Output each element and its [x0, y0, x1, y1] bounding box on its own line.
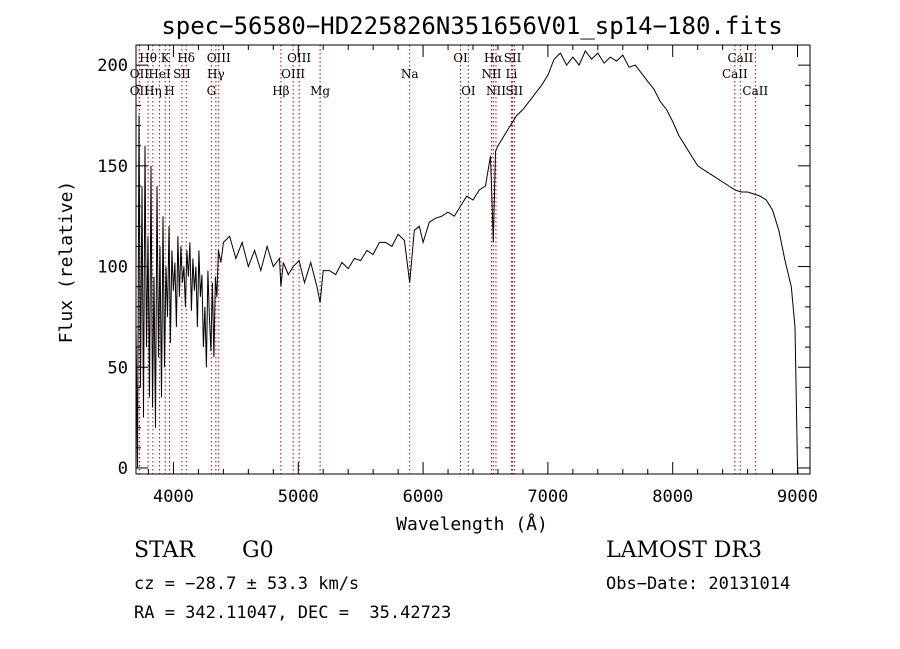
line-label: NII: [486, 84, 506, 98]
x-tick-label: 5000: [278, 487, 319, 507]
chart-title: spec−56580−HD225826N351656V01_sp14−180.f…: [161, 12, 782, 40]
line-label: Li: [506, 67, 518, 81]
line-label: Hδ: [177, 51, 195, 65]
line-label: OI: [453, 51, 468, 65]
line-label: Hη: [144, 84, 162, 98]
line-label: Hγ: [207, 67, 225, 81]
y-axis-label: Flux (relative): [56, 181, 77, 344]
x-tick-label: 6000: [403, 487, 444, 507]
y-tick-label: 50: [108, 358, 128, 378]
line-label: K: [161, 51, 171, 65]
line-label: OIII: [287, 51, 311, 65]
line-label: OIII: [207, 51, 231, 65]
y-tick-label: 150: [97, 157, 128, 177]
x-axis-label: Wavelength (Å): [396, 513, 548, 535]
line-label: CaII: [742, 84, 768, 98]
x-tick-label: 8000: [652, 487, 693, 507]
line-label: Hα: [484, 51, 503, 65]
line-label: OII: [130, 67, 150, 81]
flux-series-line: [135, 50, 799, 475]
line-label: OIII: [281, 67, 305, 81]
spectral-line-markers: [138, 45, 756, 474]
object-class: STAR: [134, 538, 195, 563]
line-label: CaII: [722, 67, 748, 81]
line-label: H: [164, 84, 174, 98]
plot-frame: [135, 44, 811, 475]
x-tick-label: 4000: [153, 487, 194, 507]
line-label: HeI: [148, 67, 171, 81]
line-label: SII: [504, 51, 522, 65]
survey-name: LAMOST DR3: [606, 538, 762, 563]
redshift-cz: cz = −28.7 ± 53.3 km/s: [134, 574, 360, 594]
line-label: OII: [130, 84, 150, 98]
ra-dec-coordinates: RA = 342.11047, DEC = 35.42723: [134, 603, 452, 623]
observation-date: Obs−Date: 20131014: [606, 574, 791, 594]
line-label: G: [207, 84, 217, 98]
line-label: Mg: [310, 84, 330, 98]
y-tick-label: 0: [118, 459, 128, 479]
line-label: SII: [173, 67, 191, 81]
line-label: Hβ: [272, 84, 289, 98]
spectral-subclass: G0: [242, 538, 274, 563]
axis-ticks: [136, 44, 810, 474]
x-tick-label: 7000: [527, 487, 568, 507]
axis-tick-labels: 4000 5000 6000 7000 8000 9000 0 50 100 150 200: [97, 56, 818, 507]
line-label: SII: [505, 84, 523, 98]
y-tick-label: 100: [97, 258, 128, 278]
line-label: Hθ: [139, 51, 157, 65]
line-label: CaII: [727, 51, 753, 65]
x-tick-label: 9000: [777, 487, 818, 507]
y-tick-label: 200: [97, 56, 128, 76]
line-label: NII: [481, 67, 501, 81]
line-label: Na: [401, 67, 419, 81]
line-label: OI: [461, 84, 476, 98]
